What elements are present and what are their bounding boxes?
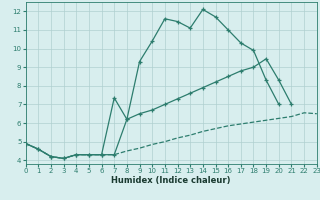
X-axis label: Humidex (Indice chaleur): Humidex (Indice chaleur) [111,176,231,185]
